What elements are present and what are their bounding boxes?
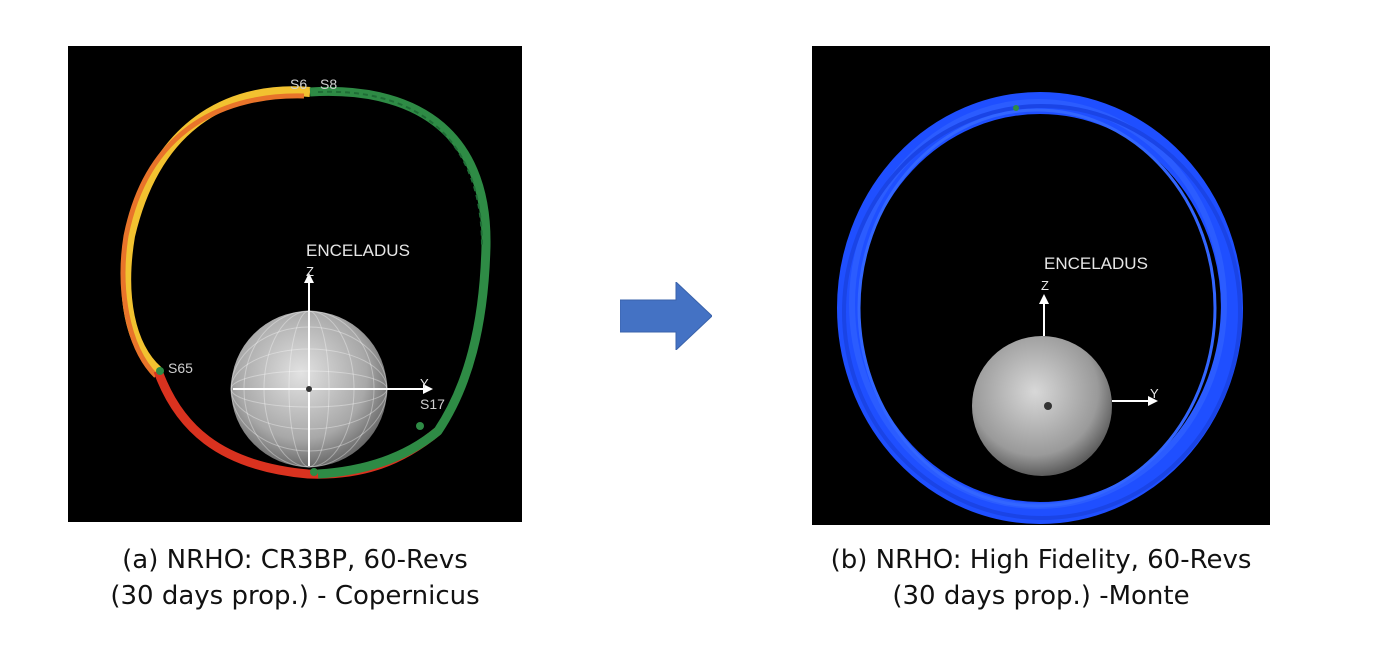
orbit-plot-a bbox=[120, 86, 491, 479]
marker-label-s8: S8 bbox=[320, 76, 338, 92]
panel-high-fidelity-orbit: ENCELADUS Z Y bbox=[812, 46, 1270, 525]
z-axis-label-b: Z bbox=[1041, 278, 1049, 293]
caption-a: (a) NRHO: CR3BP, 60-Revs (30 days prop.)… bbox=[40, 542, 550, 614]
orbit-leg-orange bbox=[120, 93, 305, 378]
caption-a-line2: (30 days prop.) - Copernicus bbox=[110, 581, 480, 611]
y-axis-label-b: Y bbox=[1150, 386, 1159, 401]
caption-b: (b) NRHO: High Fidelity, 60-Revs (30 day… bbox=[786, 542, 1296, 614]
marker-label-s65: S65 bbox=[168, 360, 193, 376]
marker-label-s17: S17 bbox=[420, 396, 445, 412]
orbit-leg-green bbox=[309, 86, 491, 479]
marker-label-s6: S6 bbox=[290, 76, 308, 92]
y-axis-label-a: Y bbox=[420, 376, 429, 391]
caption-b-line2: (30 days prop.) -Monte bbox=[892, 581, 1190, 611]
enceladus-label-a: ENCELADUS bbox=[306, 241, 410, 260]
orbit-leg-yellow bbox=[121, 86, 311, 375]
orbit-plot-b bbox=[837, 92, 1243, 524]
caption-a-line1: (a) NRHO: CR3BP, 60-Revs bbox=[122, 545, 468, 575]
caption-b-line1: (b) NRHO: High Fidelity, 60-Revs bbox=[830, 545, 1252, 575]
right-arrow-icon bbox=[619, 280, 713, 355]
orbit-bundle bbox=[837, 92, 1243, 524]
enceladus-body-b bbox=[972, 336, 1112, 476]
panel-cr3bp-orbit: ENCELADUS Z Y S6 S8 S17 S65 bbox=[68, 46, 522, 522]
enceladus-label-b: ENCELADUS bbox=[1044, 254, 1148, 273]
z-axis-label-a: Z bbox=[306, 264, 314, 279]
